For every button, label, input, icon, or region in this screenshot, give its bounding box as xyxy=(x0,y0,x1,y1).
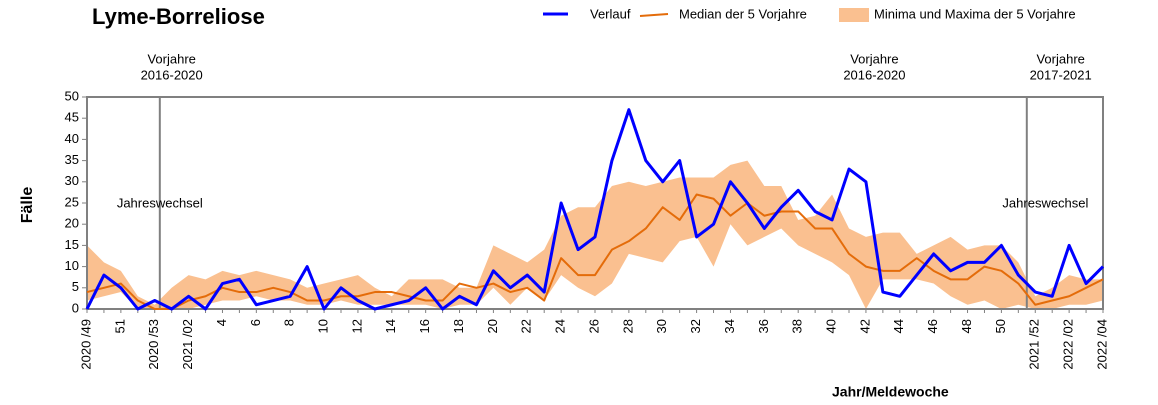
x-tick-label: 48 xyxy=(959,319,974,333)
x-tick-label: 6 xyxy=(248,319,263,326)
x-tick-label: 30 xyxy=(654,319,669,333)
annotation: Vorjahre xyxy=(147,51,195,66)
annotation: Vorjahre xyxy=(850,51,898,66)
y-tick-label: 5 xyxy=(72,279,79,294)
y-tick-label: 10 xyxy=(65,258,79,273)
x-tick-label: 50 xyxy=(993,319,1008,333)
y-tick-label: 35 xyxy=(65,152,79,167)
y-tick-label: 50 xyxy=(65,88,79,103)
x-tick-label: 36 xyxy=(756,319,771,333)
x-tick-label: 28 xyxy=(620,319,635,333)
annotation: Vorjahre xyxy=(1036,51,1084,66)
annotation: Jahreswechsel xyxy=(117,195,203,210)
legend-label: Minima und Maxima der 5 Vorjahre xyxy=(874,6,1076,21)
chart-title: Lyme-Borreliose xyxy=(92,4,265,29)
x-tick-label: 2021 /52 xyxy=(1027,319,1042,370)
x-tick-label: 12 xyxy=(349,319,364,333)
annotation: Jahreswechsel xyxy=(1002,195,1088,210)
x-axis-label: Jahr/Meldewoche xyxy=(832,384,949,400)
legend-swatch xyxy=(839,8,869,22)
legend-swatch xyxy=(639,13,669,17)
x-tick-label: 38 xyxy=(790,319,805,333)
x-tick-label: 20 xyxy=(485,319,500,333)
x-tick-label: 2022 /02 xyxy=(1061,319,1076,370)
legend-label: Verlauf xyxy=(590,6,631,21)
x-tick-label: 44 xyxy=(891,319,906,333)
x-tick-label: 32 xyxy=(688,319,703,333)
y-tick-label: 45 xyxy=(65,110,79,125)
y-tick-label: 20 xyxy=(65,216,79,231)
x-tick-label: 34 xyxy=(722,319,737,333)
y-tick-label: 25 xyxy=(65,194,79,209)
x-tick-label: 24 xyxy=(553,319,568,333)
x-tick-label: 42 xyxy=(857,319,872,333)
y-axis-label: Fälle xyxy=(19,187,36,224)
annotation: 2017-2021 xyxy=(1030,67,1092,82)
x-tick-label: 46 xyxy=(925,319,940,333)
x-tick-label: 22 xyxy=(519,319,534,333)
annotation: 2016-2020 xyxy=(843,67,905,82)
x-tick-label: 14 xyxy=(383,319,398,333)
x-tick-label: 51 xyxy=(112,319,127,333)
x-tick-label: 2022 /04 xyxy=(1094,319,1109,370)
y-tick-label: 40 xyxy=(65,131,79,146)
legend-label: Median der 5 Vorjahre xyxy=(679,6,807,21)
x-tick-label: 18 xyxy=(451,319,466,333)
x-tick-label: 2020 /53 xyxy=(146,319,161,370)
x-tick-label: 2021 /02 xyxy=(180,319,195,370)
line-series xyxy=(86,193,1104,310)
x-tick-label: 40 xyxy=(824,319,839,333)
x-tick-label: 10 xyxy=(316,319,331,333)
y-tick-label: 30 xyxy=(65,173,79,188)
line-series xyxy=(85,108,1105,311)
x-tick-label: 16 xyxy=(417,319,432,333)
x-tick-label: 8 xyxy=(282,319,297,326)
x-tick-label: 2020 /49 xyxy=(78,319,93,370)
x-tick-label: 26 xyxy=(586,319,601,333)
x-tick-label: 4 xyxy=(214,319,229,326)
y-tick-label: 15 xyxy=(65,237,79,252)
annotation: 2016-2020 xyxy=(141,67,203,82)
y-tick-label: 0 xyxy=(72,300,79,315)
